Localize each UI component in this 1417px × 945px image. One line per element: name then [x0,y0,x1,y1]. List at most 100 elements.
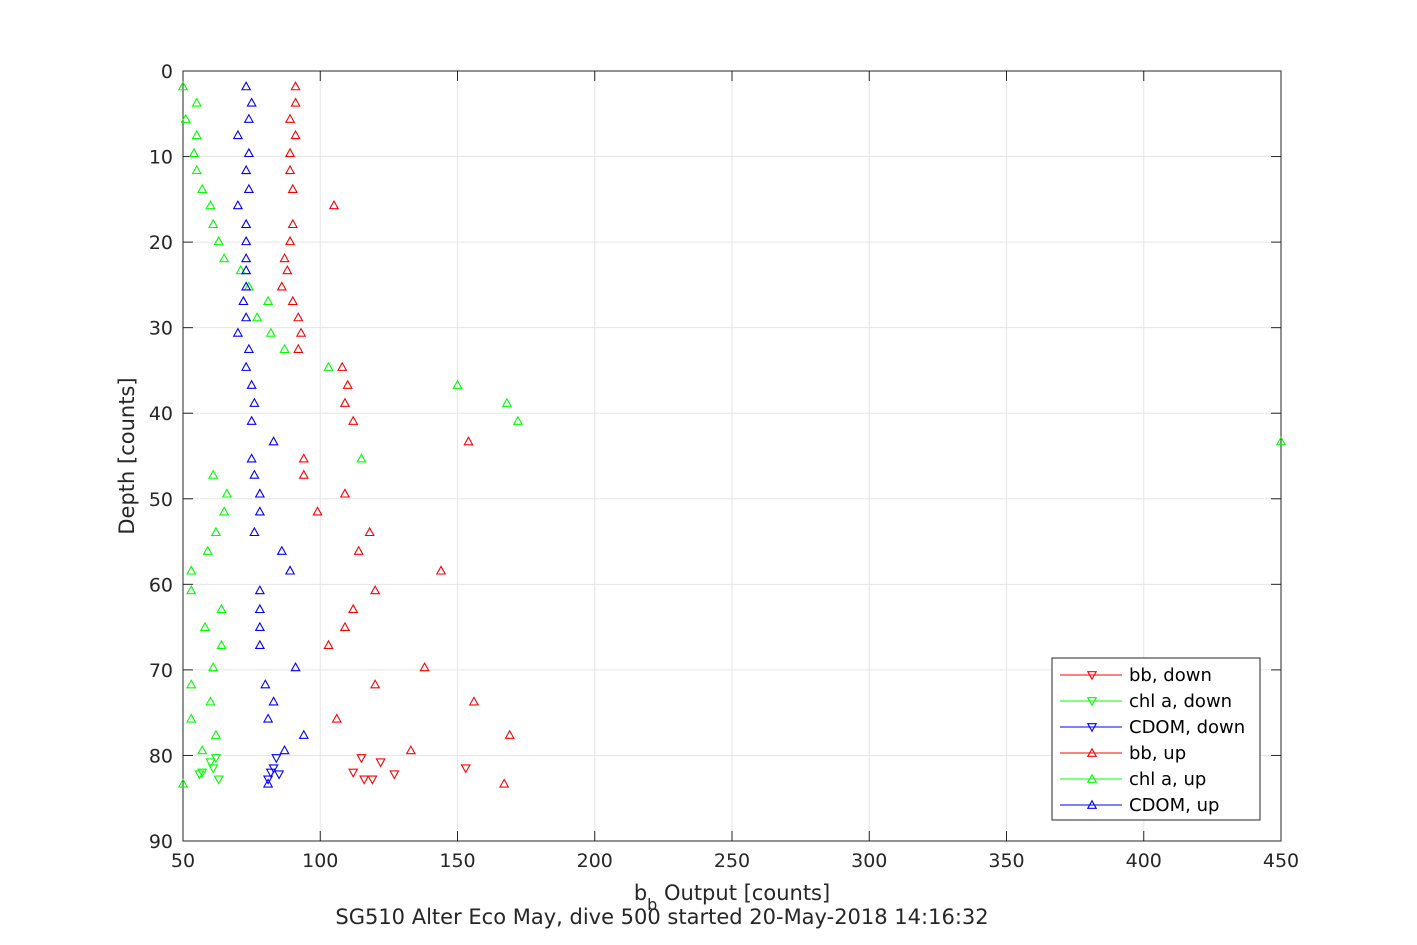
x-tick-label: 50 [171,850,195,872]
data-point [241,164,252,175]
data-point [331,713,342,723]
data-point [276,281,287,291]
data-point [221,488,233,498]
data-point [279,744,290,755]
data-point [246,415,257,425]
data-point [279,343,290,353]
data-point [262,775,274,785]
x-tick-label: 200 [577,850,613,872]
x-tick-label: 150 [439,850,475,872]
data-point [254,621,265,632]
data-point [282,265,293,275]
legend-entry-bb-down: bb, down [1060,665,1212,686]
data-point [254,584,265,595]
legend-marker [1086,799,1098,809]
data-point [419,661,430,672]
data-point [246,453,257,463]
data-point [219,506,230,516]
legend-label: bb, down [1129,665,1212,686]
data-point [337,361,348,371]
x-tick-label: 250 [714,850,750,872]
x-tick-label: 350 [988,850,1024,872]
data-point [241,235,252,246]
data-point [271,754,282,764]
data-point [260,679,271,689]
data-point [191,97,202,107]
data-point [208,469,219,479]
legend-label: chl a, down [1129,691,1232,712]
data-point [1275,436,1287,446]
data-point [370,584,381,595]
data-point [348,415,359,425]
data-point [284,113,296,123]
data-point [364,526,375,537]
data-point [293,343,304,353]
series-cdom-down [262,754,285,785]
legend-label: CDOM, up [1129,795,1219,816]
data-point [219,253,230,263]
data-point [243,147,255,158]
data-point [405,744,416,755]
data-point [213,235,224,246]
data-point [290,81,301,91]
data-point [186,713,197,723]
legend-entry-chl-a-up: chl a, up [1060,769,1206,790]
data-point [348,603,359,614]
data-point [273,770,285,780]
data-point [232,129,244,140]
data-point [251,312,263,322]
data-point [356,754,367,764]
data-point [460,764,471,774]
data-point [254,488,265,498]
series-chl-a-down [194,754,224,785]
data-point [249,526,260,537]
legend: bb, down chl a, down CDOM, down bb, up chl a… [1051,657,1261,821]
data-point [180,113,191,123]
data-point [205,696,216,706]
data-point [353,545,364,555]
data-point [191,164,202,175]
data-point [262,778,274,788]
data-point [284,235,296,246]
data-point [284,164,296,175]
legend-box [1051,657,1261,821]
data-point [232,199,244,210]
data-point [199,621,211,632]
data-point [241,81,252,91]
data-point [276,545,287,555]
data-point [375,758,386,768]
data-point [254,603,265,614]
data-point [188,147,200,158]
data-point [202,545,213,555]
data-point [284,565,296,575]
data-point [452,379,463,389]
y-tick-label: 90 [149,831,173,853]
x-tick-label: 300 [851,850,887,872]
data-point [241,361,252,371]
data-point [287,183,298,193]
data-point [293,312,304,322]
series-chl-a-up [177,81,1287,788]
data-point [210,729,222,739]
data-point [323,639,334,649]
data-point [213,775,224,785]
data-point [298,729,309,739]
data-point [265,327,276,337]
data-point [348,768,359,778]
series-bb-down [348,754,471,785]
data-point [241,218,252,229]
data-point [205,199,216,210]
data-point [232,327,244,337]
legend-marker [1086,747,1098,757]
data-point [295,327,307,337]
x-tick-label: 100 [302,850,338,872]
data-point [265,768,276,778]
data-point [241,312,252,322]
data-point [463,436,474,446]
data-point [290,97,301,107]
legend-entry-cdom-down: CDOM, down [1060,717,1245,738]
data-point [186,584,197,595]
data-point [504,729,515,739]
data-point [323,361,334,371]
